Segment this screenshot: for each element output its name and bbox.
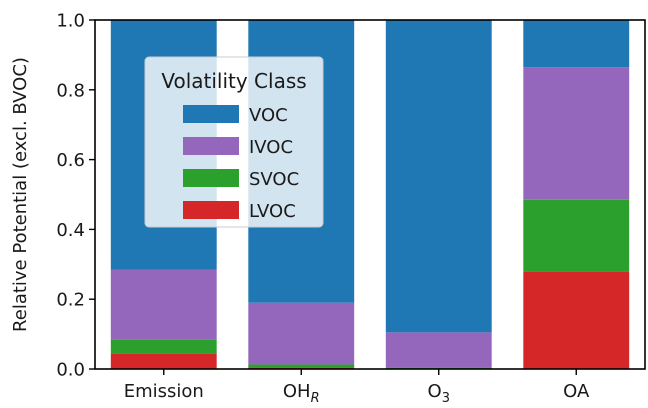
legend-title: Volatility Class	[161, 69, 306, 93]
bar-o-svoc	[385, 367, 492, 369]
legend-swatch-svoc	[183, 169, 239, 187]
legend: Volatility Class VOC IVOC SVOC LVOC	[144, 56, 324, 228]
bar-oa-svoc	[523, 199, 630, 272]
legend-label-ivoc: IVOC	[249, 137, 293, 158]
axes-layer: 0.0 0.2 0.4 0.6 0.8 1.0 Emission OHR O3 OA Relativ…	[10, 11, 646, 406]
x-tick-label-o: O3	[428, 381, 450, 406]
bar-o-ivoc	[385, 332, 492, 368]
plot-frame	[94, 19, 646, 370]
bar-emission-ivoc	[110, 269, 217, 340]
x-tick-label-oh: OHR	[283, 381, 320, 406]
x-tick-label-emission: Emission	[124, 381, 204, 402]
legend-label-voc: VOC	[249, 105, 288, 126]
legend-label-svoc: SVOC	[249, 169, 299, 190]
bar-oh-ivoc	[248, 302, 355, 365]
y-tick-label: 0.2	[56, 290, 85, 311]
bar-oa-ivoc	[523, 67, 630, 200]
bar-oa-voc	[523, 20, 630, 68]
legend-label-lvoc: LVOC	[249, 201, 296, 222]
y-axis-label: Relative Potential (excl. BVOC)	[10, 57, 31, 332]
bar-emission-lvoc	[110, 353, 217, 369]
y-tick-label: 0.0	[56, 360, 85, 381]
legend-swatch-voc	[183, 105, 239, 123]
bar-o-voc	[385, 20, 492, 333]
bar-oh-lvoc	[248, 367, 355, 369]
y-tick-label: 0.8	[56, 80, 85, 101]
y-tick-label: 0.6	[56, 150, 85, 171]
y-tick-label: 1.0	[56, 11, 85, 32]
x-tick-label-oa: OA	[563, 381, 590, 402]
legend-swatch-ivoc	[183, 137, 239, 155]
legend-swatch-lvoc	[183, 201, 239, 219]
bar-oh-svoc	[248, 364, 355, 368]
y-tick-label: 0.4	[56, 220, 85, 241]
bar-oa-lvoc	[523, 271, 630, 369]
bar-emission-svoc	[110, 339, 217, 354]
